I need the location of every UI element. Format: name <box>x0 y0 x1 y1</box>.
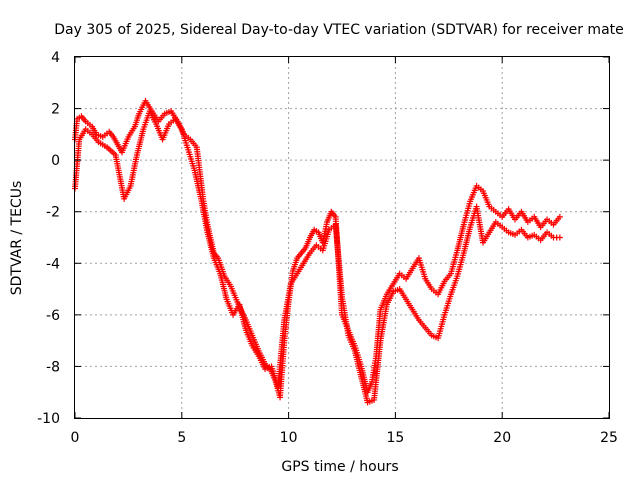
x-tick-label: 10 <box>280 430 298 446</box>
y-tick-label: -6 <box>46 308 60 324</box>
y-axis-label: SDTVAR / TECUs <box>9 181 25 296</box>
x-tick-label: 20 <box>493 430 511 446</box>
x-tick-label: 0 <box>71 430 80 446</box>
y-tick-label: 0 <box>51 153 60 169</box>
series-sdtvar <box>72 97 563 401</box>
y-tick-label: 4 <box>51 50 60 66</box>
y-tick-label: -10 <box>37 411 60 427</box>
plot-frame <box>74 56 610 419</box>
y-tick-label: -8 <box>46 359 60 375</box>
data-markers <box>72 97 563 406</box>
x-tick-label: 25 <box>600 430 618 446</box>
y-tick-label: 2 <box>51 102 60 118</box>
series-sdtvar-second-track- <box>72 108 563 406</box>
chart-title: Day 305 of 2025, Sidereal Day-to-day VTE… <box>54 22 624 38</box>
x-tick-label: 5 <box>177 430 186 446</box>
data-point <box>556 234 563 241</box>
y-tick-label: -4 <box>46 256 60 272</box>
y-tick-label: -2 <box>46 205 60 221</box>
data-point <box>556 213 563 220</box>
x-axis-label: GPS time / hours <box>281 459 398 475</box>
axis-ticks: 0 5 10 15 20 25 -10 -8 -6 -4 -2 0 2 4 <box>37 50 618 446</box>
x-tick-label: 15 <box>386 430 404 446</box>
